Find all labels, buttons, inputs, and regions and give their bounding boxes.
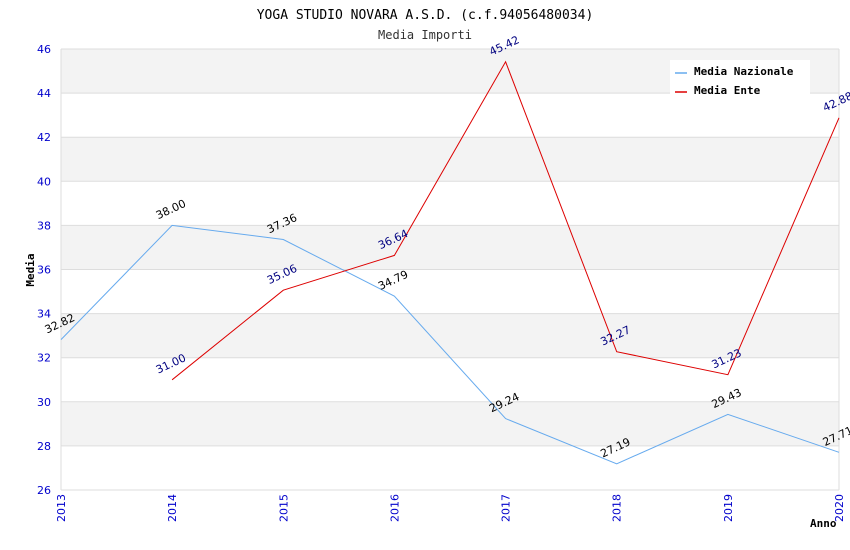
x-tick-label: 2018 [611,494,624,522]
y-tick-label: 40 [37,175,51,188]
y-tick-label: 38 [37,219,51,232]
plot-band [61,93,839,138]
x-tick-label: 2020 [833,494,846,522]
legend-box [670,60,810,96]
x-tick-label: 2019 [722,494,735,522]
legend-label-media-nazionale: Media Nazionale [694,65,794,78]
plot-band [61,181,839,226]
x-tick-label: 2013 [55,494,68,522]
y-tick-label: 28 [37,440,51,453]
x-tick-label: 2016 [388,494,401,522]
legend-label-media-ente: Media Ente [694,84,761,97]
plot-background-bands [61,49,839,490]
series-line-media-ente [171,60,840,381]
x-tick-labels: 2013 2014 2015 2016 2017 2018 2019 2020 [55,494,846,522]
plot-band [61,313,839,358]
plot-band [61,445,839,490]
x-tick-label: 2015 [277,494,290,522]
legend: Media Nazionale Media Ente [670,60,810,97]
chart-title: YOGA STUDIO NOVARA A.S.D. (c.f.940564800… [257,8,594,23]
y-tick-label: 36 [37,264,51,277]
x-tick-label: 2017 [500,494,513,522]
y-tick-label: 30 [37,396,51,409]
x-axis-label: Anno [810,517,837,530]
plot-band [61,269,839,314]
y-tick-label: 32 [37,352,51,365]
plot-band [61,401,839,446]
y-tick-labels: 26 28 30 32 34 36 38 40 42 44 46 [37,43,51,497]
x-tick-label: 2014 [166,494,179,522]
y-tick-label: 42 [37,131,51,144]
chart-subtitle: Media Importi [378,28,472,42]
y-axis-label: Media [24,253,37,286]
plot-band [61,225,839,270]
y-tick-label: 26 [37,484,51,497]
series-line-media-nazionale [60,224,840,465]
y-tick-label: 46 [37,43,51,56]
y-tick-label: 34 [37,308,51,321]
y-tick-label: 44 [37,87,51,100]
series-lines [60,60,840,465]
